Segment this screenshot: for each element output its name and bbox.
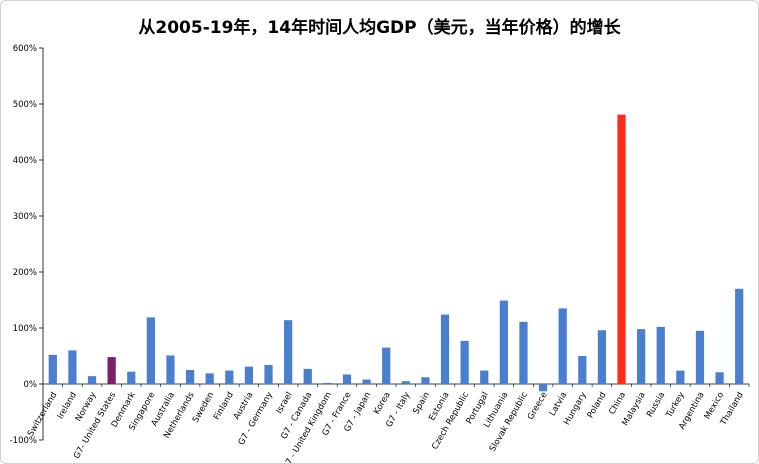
bar-poland[interactable] xyxy=(597,330,607,384)
bar-austria[interactable] xyxy=(244,366,254,384)
bar-slovak-republic[interactable] xyxy=(519,321,528,384)
bar-ireland[interactable] xyxy=(68,350,77,384)
y-tick-label: 500% xyxy=(13,100,37,110)
category-label: Israel xyxy=(274,391,294,416)
y-tick-label: 200% xyxy=(13,268,37,278)
bar-norway[interactable] xyxy=(87,376,97,384)
y-tick-label: 0% xyxy=(24,380,38,390)
bar-greece[interactable] xyxy=(538,384,548,392)
y-tick-label: -100% xyxy=(10,436,37,446)
bar-thailand[interactable] xyxy=(735,288,744,384)
category-label: Korea xyxy=(372,391,393,417)
bar-g7-france[interactable] xyxy=(342,374,352,384)
bar-mexico[interactable] xyxy=(715,372,724,384)
category-label: Spain xyxy=(411,391,432,417)
bar-g7-germany[interactable] xyxy=(264,364,273,384)
bar-latvia[interactable] xyxy=(558,308,567,384)
bar-czech-republic[interactable] xyxy=(460,340,469,384)
y-tick-label: 600% xyxy=(13,44,37,54)
category-label: China xyxy=(607,391,628,417)
y-tick-label: 300% xyxy=(13,212,37,222)
bar-g7-canada[interactable] xyxy=(303,368,312,384)
bar-korea[interactable] xyxy=(382,347,391,384)
bar-china[interactable] xyxy=(617,114,626,384)
bar-g7-united-states[interactable] xyxy=(107,357,116,384)
bar-hungary[interactable] xyxy=(578,356,587,384)
chart-title: 从2005-19年，14年时间人均GDP（美元，当年价格）的增长 xyxy=(138,18,621,38)
bar-russia[interactable] xyxy=(656,326,665,384)
bar-g7-italy[interactable] xyxy=(401,381,410,384)
bar-malaysia[interactable] xyxy=(637,329,646,384)
y-tick-label: 100% xyxy=(13,324,37,334)
bar-portugal[interactable] xyxy=(480,370,489,384)
category-label: Poland xyxy=(586,391,609,421)
bar-g7-united-kingdom[interactable] xyxy=(323,382,332,384)
bar-australia[interactable] xyxy=(166,355,175,384)
bar-israel[interactable] xyxy=(284,320,293,384)
bar-denmark[interactable] xyxy=(127,371,136,384)
bar-finland[interactable] xyxy=(225,370,234,384)
bar-turkey[interactable] xyxy=(676,370,685,384)
bar-switzerland[interactable] xyxy=(48,354,57,384)
y-tick-label: 400% xyxy=(13,156,37,166)
bar-argentina[interactable] xyxy=(695,330,705,384)
bar-lithuania[interactable] xyxy=(499,300,508,384)
bar-estonia[interactable] xyxy=(440,314,450,384)
bar-g7-japan[interactable] xyxy=(362,379,371,384)
bar-sweden[interactable] xyxy=(205,373,214,384)
bar-netherlands[interactable] xyxy=(185,370,195,384)
bar-singapore[interactable] xyxy=(146,317,155,384)
bar-spain[interactable] xyxy=(421,377,430,384)
